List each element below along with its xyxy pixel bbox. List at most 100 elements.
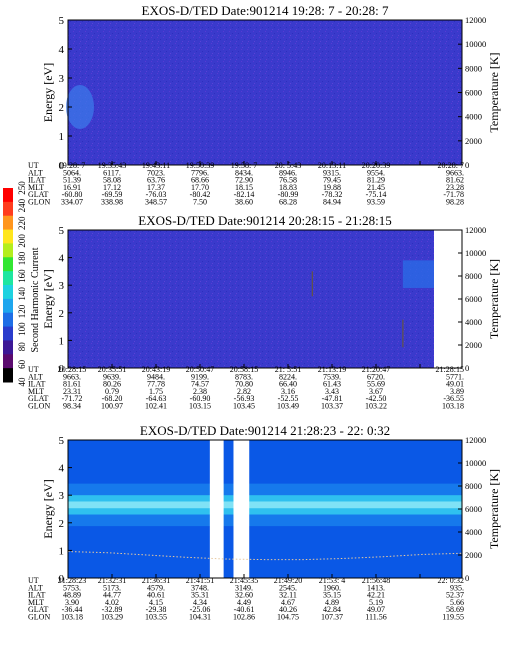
table-cell: 4.15 [149,598,163,607]
y2-tick-label: 6000 [465,504,482,514]
table-row-label: ILAT [28,591,45,600]
y2-tick-label: 0 [465,573,469,583]
table-cell: 2.82 [237,387,251,396]
table-cell: 20:43:19 [142,365,170,374]
table-cell: 44.77 [103,591,121,600]
table-cell: 103.49 [277,402,299,411]
table-cell: 81.61 [63,380,81,389]
table-cell: 3.16 [281,387,295,396]
y2-tick-label: 2000 [465,340,482,350]
table-cell: 1.75 [149,387,163,396]
table-cell: 32.11 [279,591,297,600]
table-cell: 104.31 [189,613,211,622]
data-gap [209,440,224,578]
y-tick-label: 5 [59,435,65,447]
table-cell: 40.26 [279,605,297,614]
table-cell: 17.70 [191,183,209,192]
table-cell: -36.44 [62,605,83,614]
y-tick-label: 2 [59,308,65,320]
table-cell: 100.97 [101,402,123,411]
table-cell: 6720. [367,372,385,381]
table-cell: 21:56:48 [362,576,390,585]
table-cell: 19:35:43 [98,161,126,170]
table-row-label: UT [28,576,39,585]
table-cell: -68.20 [102,394,123,403]
colorbar-tick-label: 160 [17,269,27,283]
y-tick-label: 1 [59,131,65,143]
table-row-label: ILAT [28,176,45,185]
table-cell: 18.83 [279,183,297,192]
colorbar-swatch [3,215,13,231]
table-cell: 17.12 [103,183,121,192]
table-cell: 49.01 [446,380,464,389]
table-cell: 32.60 [235,591,253,600]
colorbar-swatch [3,271,13,286]
y2-tick-label: 8000 [465,63,482,73]
y-tick-label: 3 [59,73,65,85]
table-cell: 7539. [323,372,341,381]
table-cell: 103.22 [365,402,387,411]
table-cell: -78.32 [322,190,343,199]
table-cell: 5064. [63,168,81,177]
table-cell: 42.21 [367,591,385,600]
table-cell: 20: 5:43 [275,161,301,170]
table-cell: 4.02 [105,598,119,607]
table-cell: 21:28:15 [436,365,464,374]
table-cell: 20:20:39 [362,161,390,170]
table-cell: 61.43 [323,380,341,389]
table-cell: 79.45 [323,176,341,185]
table-row-label: UT [28,365,39,374]
table-cell: 19:58: 7 [231,161,257,170]
colorbar-tick-label: 240 [17,198,27,212]
table-row-label: MLT [28,387,44,396]
table-cell: 21:36:31 [142,576,170,585]
table-cell: 4.49 [237,598,251,607]
table-cell: -75.14 [366,190,387,199]
table-cell: 22: 0:32 [438,576,464,585]
table-cell: 348.57 [145,198,167,207]
table-cell: 103.18 [442,402,464,411]
y2-tick-label: 8000 [465,481,482,491]
y-tick-label: 5 [59,225,65,237]
table-cell: 4.89 [325,598,339,607]
table-cell: 20:13:11 [318,161,346,170]
table-cell: -60.80 [62,190,83,199]
table-cell: 76.58 [279,176,297,185]
table-cell: 21:32:31 [98,576,126,585]
temperature-curve [67,551,463,561]
table-cell: 5.66 [450,598,464,607]
table-row-label: MLT [28,183,44,192]
table-cell: 21:45:35 [230,576,258,585]
table-cell: 103.29 [101,613,123,622]
colorbar-tick-label: 100 [17,322,27,336]
table-cell: 21.45 [367,183,385,192]
table-row-label: GLAT [28,190,49,199]
panel-title: EXOS-D/TED Date:901214 20:28:15 - 21:28:… [138,213,391,228]
panel-1: EXOS-D/TED Date:901214 19:28: 7 - 20:28:… [28,3,501,207]
table-cell: -71.72 [62,394,83,403]
y-tick-label: 1 [59,335,65,347]
table-cell: 77.78 [147,380,165,389]
table-cell: -32.89 [102,605,123,614]
table-cell: 21:13:19 [318,365,346,374]
table-cell: 40.61 [147,591,165,600]
band-core [68,501,462,509]
data-gap [434,230,462,368]
table-cell: 6117. [103,168,121,177]
colorbar-swatch [3,340,13,355]
y-tick-label: 4 [59,44,65,56]
y2-tick-label: 0 [465,160,469,170]
table-row-label: ALT [28,372,43,381]
table-cell: 20:50:47 [186,365,214,374]
y2-tick-label: 10000 [465,39,486,49]
table-cell: 8946. [279,168,297,177]
table-cell: 66.40 [279,380,297,389]
table-cell: 5753. [63,583,81,592]
table-cell: -29.38 [146,605,167,614]
table-cell: -69.59 [102,190,123,199]
table-cell: 18.15 [235,183,253,192]
table-cell: 70.80 [235,380,253,389]
y-tick-label: 2 [59,102,65,114]
table-cell: 51.39 [63,176,81,185]
table-cell: -47.81 [322,394,343,403]
